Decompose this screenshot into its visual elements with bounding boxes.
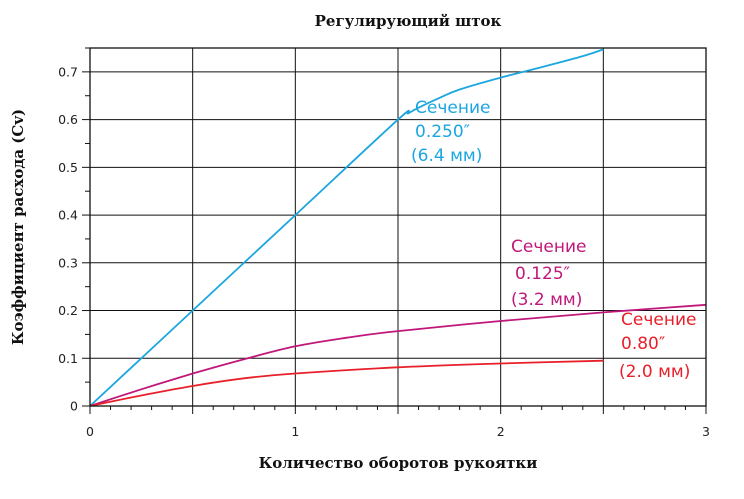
series-3-annotation-line: 0.80″ [621,334,665,354]
series-2-annotation-line: Сечение [511,237,586,257]
chart-title: Регулирующий шток [315,12,502,30]
y-tick-label: 0.5 [58,160,78,175]
x-tick-label: 2 [497,424,505,439]
x-tick-label: 1 [291,424,299,439]
y-tick-label: 0.1 [58,351,78,366]
plot-frame [89,47,707,407]
series-3-annotation-line: Сечение [621,310,696,330]
y-tick-label: 0.2 [58,303,78,318]
tick-labels: 0 0.1 0.2 0.3 0.4 0.5 0.6 0.7 0 1 2 3 [58,64,710,439]
x-axis-label: Количество оборотов рукоятки [259,454,538,472]
series-3-annotation-line: (2.0 мм) [619,362,690,382]
x-tick-label: 3 [702,424,710,439]
series-line-1 [89,48,604,407]
y-axis-label: Коэффициент расхода (Cv) [9,109,27,345]
series-line-2 [89,303,707,407]
x-tick-label: 0 [86,424,94,439]
y-tick-label: 0.3 [58,255,78,270]
series-1-annotation-line: Сечение [415,98,490,118]
series-2-annotation-line: 0.125″ [515,264,570,284]
series-2-annotation-line: (3.2 мм) [511,290,582,310]
series-lines [89,48,707,407]
y-tick-label: 0.7 [58,64,78,79]
y-tick-label: 0.4 [58,208,78,223]
series-annotations: Сечение 0.250″ (6.4 мм) Сечение 0.125″ (3.2 м… [411,98,696,382]
series-1-annotation-line: 0.250″ [415,122,470,142]
y-tick-label: 0 [70,399,78,414]
grid [82,47,707,414]
y-tick-label: 0.6 [58,112,78,127]
series-line-3 [89,359,604,407]
series-1-annotation-line: (6.4 мм) [411,146,482,166]
